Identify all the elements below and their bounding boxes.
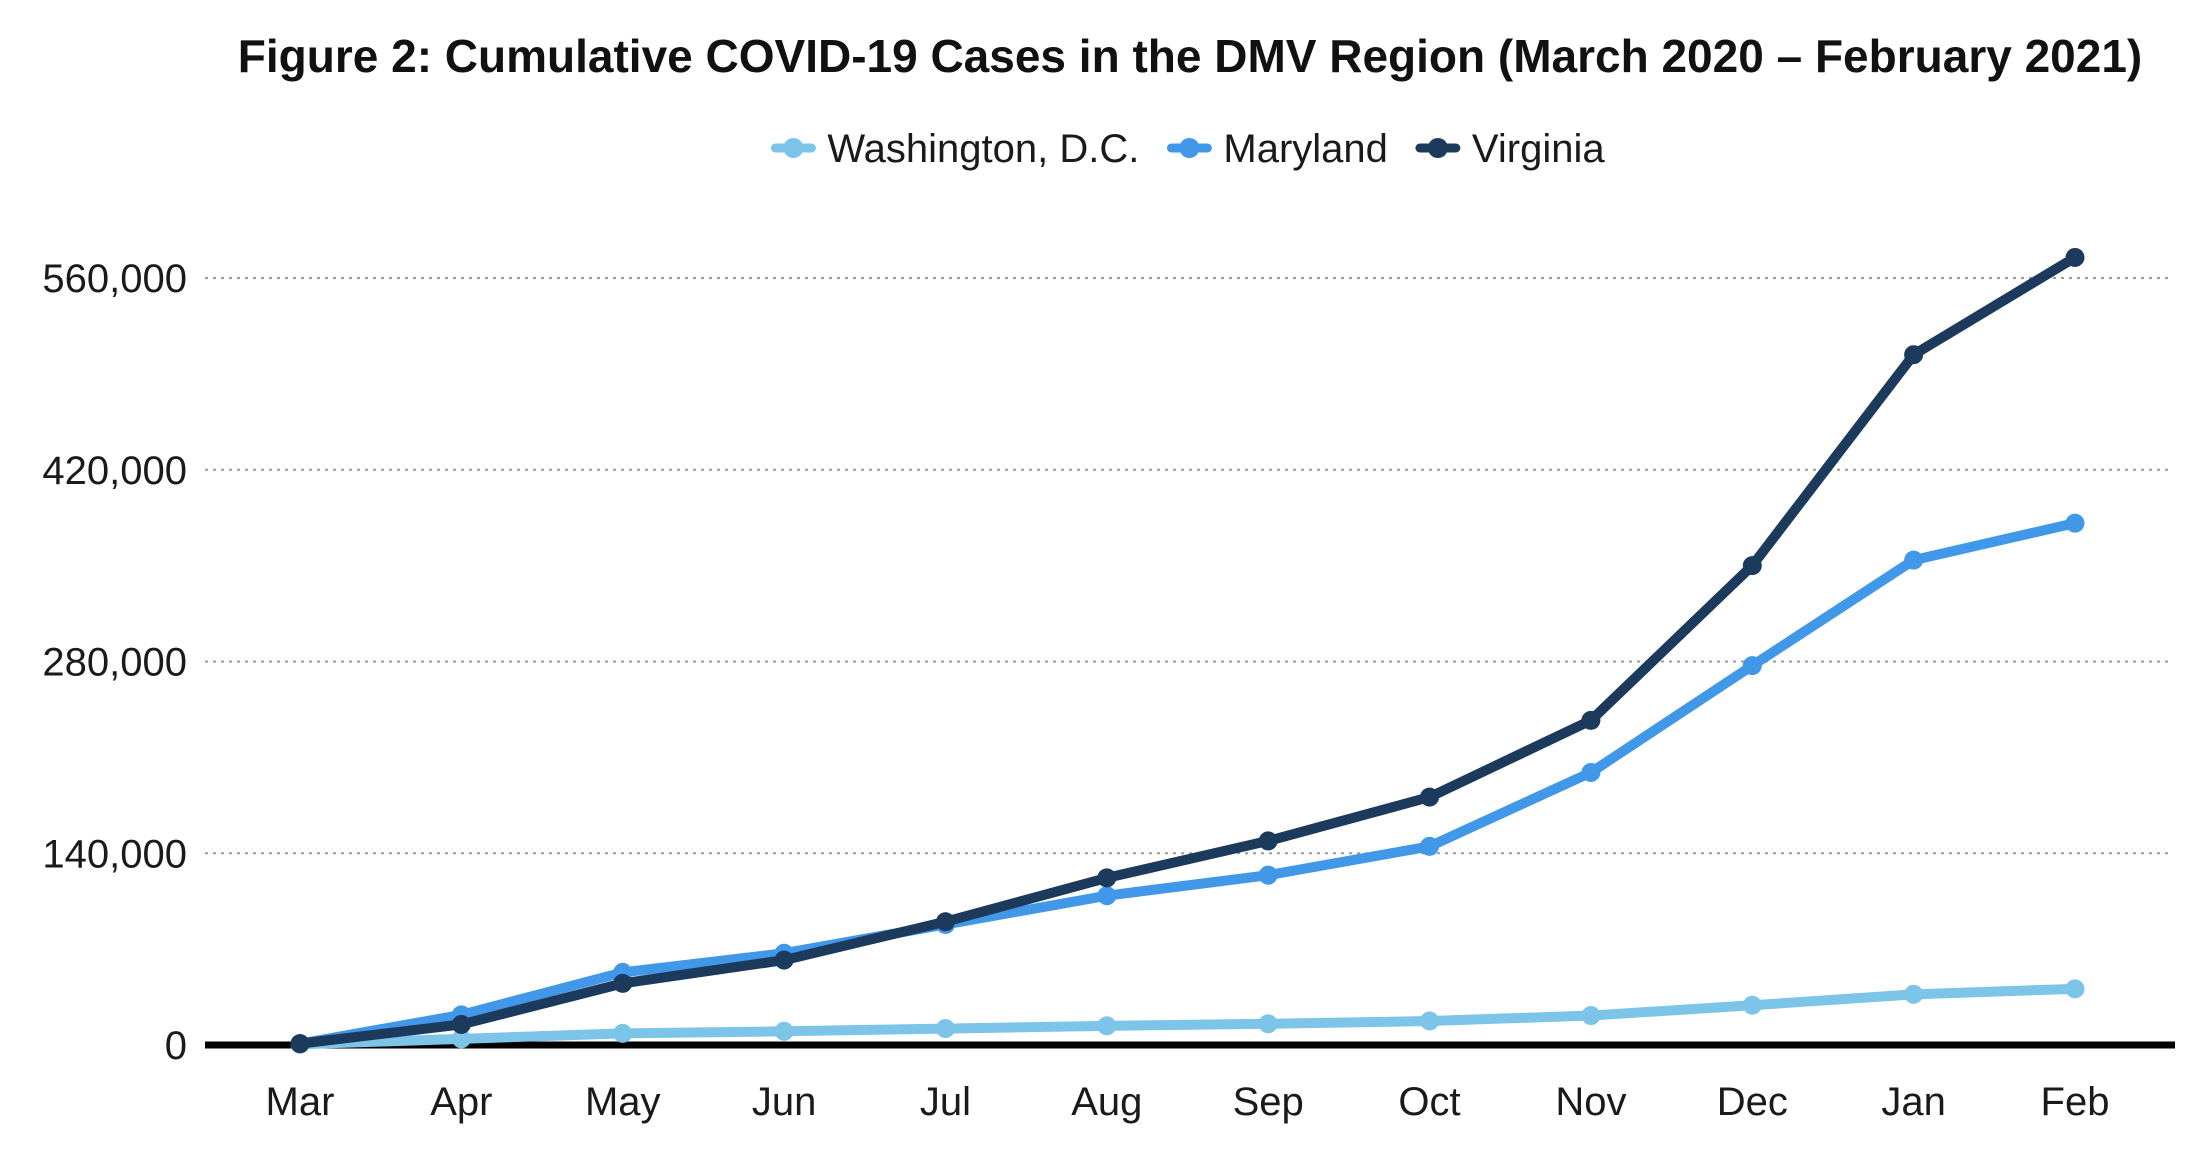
data-point	[1258, 831, 1278, 851]
legend: Washington, D.C. Maryland Virginia	[770, 127, 1605, 171]
y-axis: 0 140,000 280,000 420,000 560,000	[42, 257, 187, 1068]
x-tick-label: Oct	[1398, 1080, 1460, 1124]
x-tick-label: Aug	[1071, 1080, 1142, 1124]
y-tick-label: 560,000	[42, 257, 187, 301]
legend-label: Maryland	[1223, 127, 1388, 171]
legend-label: Virginia	[1472, 127, 1605, 171]
legend-marker	[1415, 138, 1461, 158]
data-point	[1581, 1006, 1601, 1026]
data-point	[1097, 886, 1117, 906]
series-group	[290, 247, 2085, 1054]
data-point	[1742, 556, 1762, 576]
chart-title: Figure 2: Cumulative COVID-19 Cases in t…	[238, 30, 2142, 82]
data-point	[1742, 995, 1762, 1015]
data-point	[2065, 513, 2085, 533]
data-point	[1581, 762, 1601, 782]
series-virginia	[290, 247, 2085, 1054]
legend-item: Washington, D.C.	[770, 127, 1139, 171]
data-point	[774, 950, 794, 970]
data-point	[613, 1023, 633, 1043]
data-point	[1258, 865, 1278, 885]
x-tick-label: Mar	[266, 1080, 335, 1124]
data-point	[935, 1019, 955, 1039]
series-line	[295, 252, 2080, 1049]
data-point	[1097, 1016, 1117, 1036]
data-point	[1581, 710, 1601, 730]
x-tick-label: Nov	[1555, 1080, 1626, 1124]
x-tick-label: Jan	[1881, 1080, 1946, 1124]
data-point	[290, 1034, 310, 1054]
series-maryland	[290, 513, 2085, 1054]
y-tick-label: 140,000	[42, 832, 187, 876]
y-tick-label: 0	[165, 1024, 187, 1068]
data-point	[1420, 836, 1440, 856]
legend-item: Maryland	[1166, 127, 1388, 171]
legend-marker	[1166, 138, 1212, 158]
data-point	[1420, 1011, 1440, 1031]
data-point	[2065, 979, 2085, 999]
data-point	[613, 973, 633, 993]
legend-marker	[770, 138, 816, 158]
x-tick-label: Dec	[1717, 1080, 1788, 1124]
x-tick-label: Sep	[1233, 1080, 1304, 1124]
data-point	[451, 1029, 471, 1049]
legend-label: Washington, D.C.	[827, 127, 1139, 171]
data-point	[1904, 550, 1924, 570]
x-tick-label: Apr	[430, 1080, 492, 1124]
y-tick-label: 280,000	[42, 641, 187, 685]
data-point	[1420, 787, 1440, 807]
data-point	[1904, 345, 1924, 365]
x-tick-label: Jun	[752, 1080, 817, 1124]
x-axis: Mar Apr May Jun Jul Aug Sep Oct Nov Dec Jan Feb	[205, 1041, 2175, 1124]
data-point	[774, 1021, 794, 1041]
data-point	[1904, 984, 1924, 1004]
x-tick-label: May	[585, 1080, 661, 1124]
data-point	[935, 912, 955, 932]
data-point	[1742, 656, 1762, 676]
data-point	[1097, 868, 1117, 888]
data-point	[1258, 1014, 1278, 1034]
gridlines	[205, 277, 2170, 855]
legend-item: Virginia	[1415, 127, 1605, 171]
series-line	[295, 518, 2080, 1049]
data-point	[2065, 247, 2085, 267]
y-tick-label: 420,000	[42, 449, 187, 493]
x-tick-label: Feb	[2041, 1080, 2110, 1124]
data-point	[451, 1014, 471, 1034]
x-tick-label: Jul	[920, 1080, 971, 1124]
series-line	[295, 983, 2080, 1050]
